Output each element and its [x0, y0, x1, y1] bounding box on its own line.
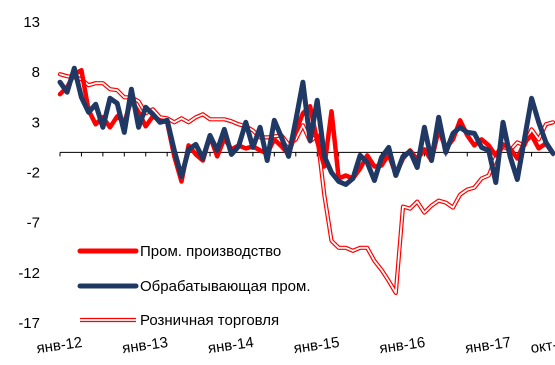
x-tick-label: янв-13: [121, 334, 169, 357]
series-layer: [57, 65, 555, 295]
legend: Пром. производство Обрабатывающая пром. Ро…: [77, 243, 311, 329]
y-tick-label: -12: [18, 265, 40, 282]
y-tick-label: -17: [18, 315, 40, 332]
series-2: [57, 65, 555, 187]
series-line: [57, 65, 555, 187]
x-tick-label: янв-14: [207, 334, 255, 357]
legend-label: Пром. производство: [140, 243, 281, 260]
x-tick-label: янв-12: [35, 334, 83, 357]
x-tick-label: окт-17: [530, 334, 555, 357]
legend-entry: Пром. производство: [77, 243, 281, 260]
y-tick-label: 8: [32, 64, 40, 81]
legend-label: Розничная торговля: [140, 312, 279, 329]
legend-label: Обрабатывающая пром.: [140, 278, 311, 295]
y-tick-label: -7: [27, 215, 40, 232]
x-tick-label: янв-17: [464, 334, 512, 357]
legend-entry: Розничная торговля: [80, 312, 279, 329]
series-line-inner: [59, 73, 554, 294]
y-tick-label: 13: [23, 14, 40, 31]
x-tick-label: янв-16: [378, 334, 426, 357]
y-tick-label: -2: [27, 165, 40, 182]
x-tick-label: янв-15: [293, 334, 341, 357]
legend-entry: Обрабатывающая пром.: [77, 278, 311, 295]
y-tick-label: 3: [32, 114, 40, 131]
y-axis-labels: 13 8 3 -2 -7 -12 -17: [18, 14, 40, 332]
